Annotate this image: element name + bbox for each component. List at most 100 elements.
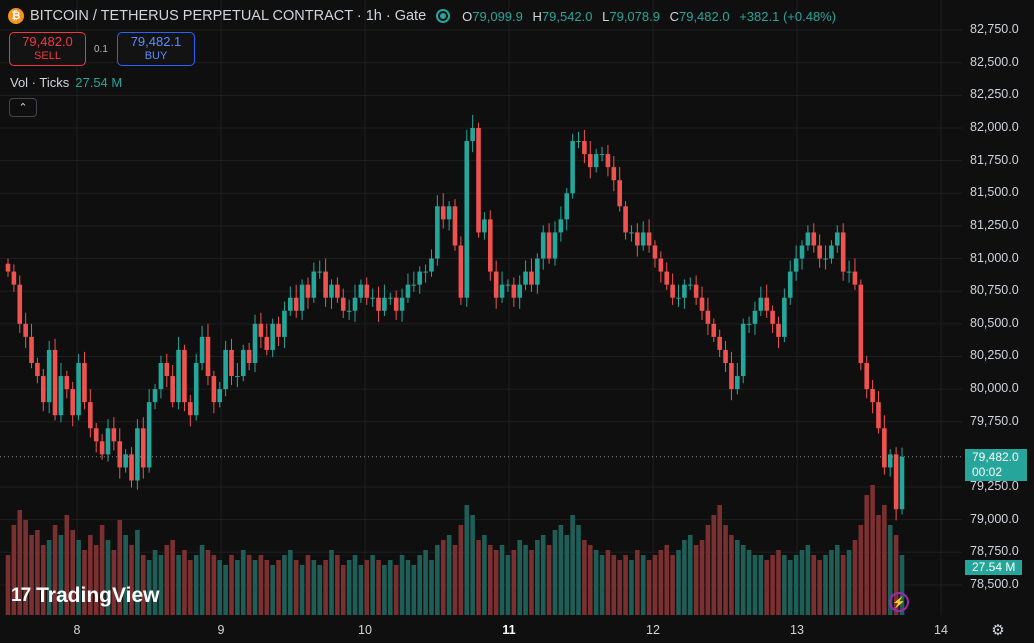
volume-bar (46, 540, 52, 615)
volume-bar (576, 525, 581, 615)
candle-body (199, 336, 205, 363)
candle-body (235, 376, 240, 378)
candle-body (176, 349, 181, 403)
buy-button[interactable]: 79,482.1 BUY (117, 32, 195, 66)
candle-body (493, 271, 499, 298)
candle-body (46, 349, 52, 403)
candle-body (746, 323, 752, 325)
candle-body (664, 271, 670, 285)
price-tick-label: 78,500.0 (970, 576, 1019, 591)
candle-body (646, 232, 652, 246)
volume-bar (882, 505, 887, 615)
candle-body (382, 297, 387, 311)
volume-bar (335, 555, 340, 615)
candle-body (793, 258, 799, 272)
volume-bar (240, 550, 246, 615)
market-open-icon[interactable] (436, 9, 451, 23)
candle-body (829, 245, 834, 259)
tradingview-logo[interactable]: 17 TradingView (11, 584, 160, 607)
volume-bar (658, 550, 664, 615)
candle-body (476, 127, 481, 233)
candle-body (605, 154, 611, 168)
candle-body (423, 271, 428, 273)
volume-bar (629, 560, 634, 615)
price-tick-label: 82,000.0 (970, 119, 1019, 134)
candle-body (135, 428, 140, 481)
candle-body (705, 310, 711, 324)
volume-bar (423, 550, 428, 615)
candle-body (364, 284, 370, 298)
candle-body (58, 376, 64, 416)
candle-body (893, 454, 899, 510)
candle-body (499, 284, 505, 298)
volume-bar (264, 560, 270, 615)
candle-body (335, 284, 340, 298)
volume-bar (229, 555, 234, 615)
candle-body (887, 454, 893, 468)
symbol-legend: ₿ BITCOIN / TETHERUS PERPETUAL CONTRACT … (8, 6, 836, 26)
volume-bar (464, 505, 470, 615)
candle-body (811, 232, 817, 246)
volume-bar (887, 525, 893, 615)
candle-body (482, 219, 487, 233)
candle-body (782, 297, 787, 337)
volume-bar (635, 550, 640, 615)
volume-bar (758, 555, 764, 615)
candle-body (517, 284, 522, 298)
candle-body (899, 456, 905, 510)
price-tick-label: 79,000.0 (970, 511, 1019, 526)
candle-body (858, 284, 864, 363)
candle-body (770, 310, 775, 324)
volume-bar (587, 545, 593, 615)
volume-bar (799, 550, 805, 615)
time-tick-label: 8 (73, 623, 81, 637)
volume-bar (723, 525, 728, 615)
bolt-icon[interactable]: ⚡ (889, 592, 909, 612)
volume-bar (152, 550, 158, 615)
volume-bar (829, 550, 834, 615)
candle-body (787, 271, 793, 298)
volume-legend[interactable]: Vol · Ticks 27.54 M (10, 75, 123, 90)
candle-body (229, 349, 234, 377)
candle-body (599, 154, 605, 156)
sell-button[interactable]: 79,482.0 SELL (9, 32, 86, 66)
candle-body (558, 219, 564, 233)
candle-body (217, 389, 223, 403)
volume-bar (740, 545, 746, 615)
volume-bar (605, 550, 611, 615)
candle-body (629, 232, 634, 234)
candle-body (729, 362, 734, 390)
symbol-title[interactable]: BITCOIN / TETHERUS PERPETUAL CONTRACT · … (30, 8, 427, 24)
candle-body (370, 297, 375, 299)
gear-icon[interactable]: ⚙ (991, 622, 1005, 639)
collapse-legend-button[interactable]: ⌃ (9, 98, 37, 117)
volume-bar (188, 560, 193, 615)
candle-body (282, 310, 287, 337)
time-tick-label: 12 (646, 623, 660, 637)
volume-bar (811, 555, 817, 615)
candle-body (305, 284, 311, 298)
volume-bar (482, 535, 487, 615)
volume-bar (717, 505, 722, 615)
time-tick-label: 13 (790, 623, 804, 637)
volume-bar (17, 510, 23, 615)
candle-body (35, 362, 40, 377)
candle-body (205, 336, 211, 377)
volume-bar (23, 520, 28, 615)
volume-bar (558, 525, 564, 615)
volume-bar (640, 555, 646, 615)
volume-bar (176, 555, 181, 615)
candle-body (146, 402, 152, 468)
volume-bar (499, 545, 505, 615)
volume-bar (146, 560, 152, 615)
candle-body (405, 284, 411, 298)
ohlc-values: O79,099.9 H79,542.0 L79,078.9 C79,482.0 … (462, 8, 837, 24)
candle-body (735, 376, 740, 390)
candle-body (417, 271, 423, 285)
candle-body (582, 141, 587, 155)
volume-bar (582, 540, 587, 615)
candle-body (317, 271, 323, 273)
candle-body (464, 141, 470, 298)
candle-body (540, 232, 546, 259)
